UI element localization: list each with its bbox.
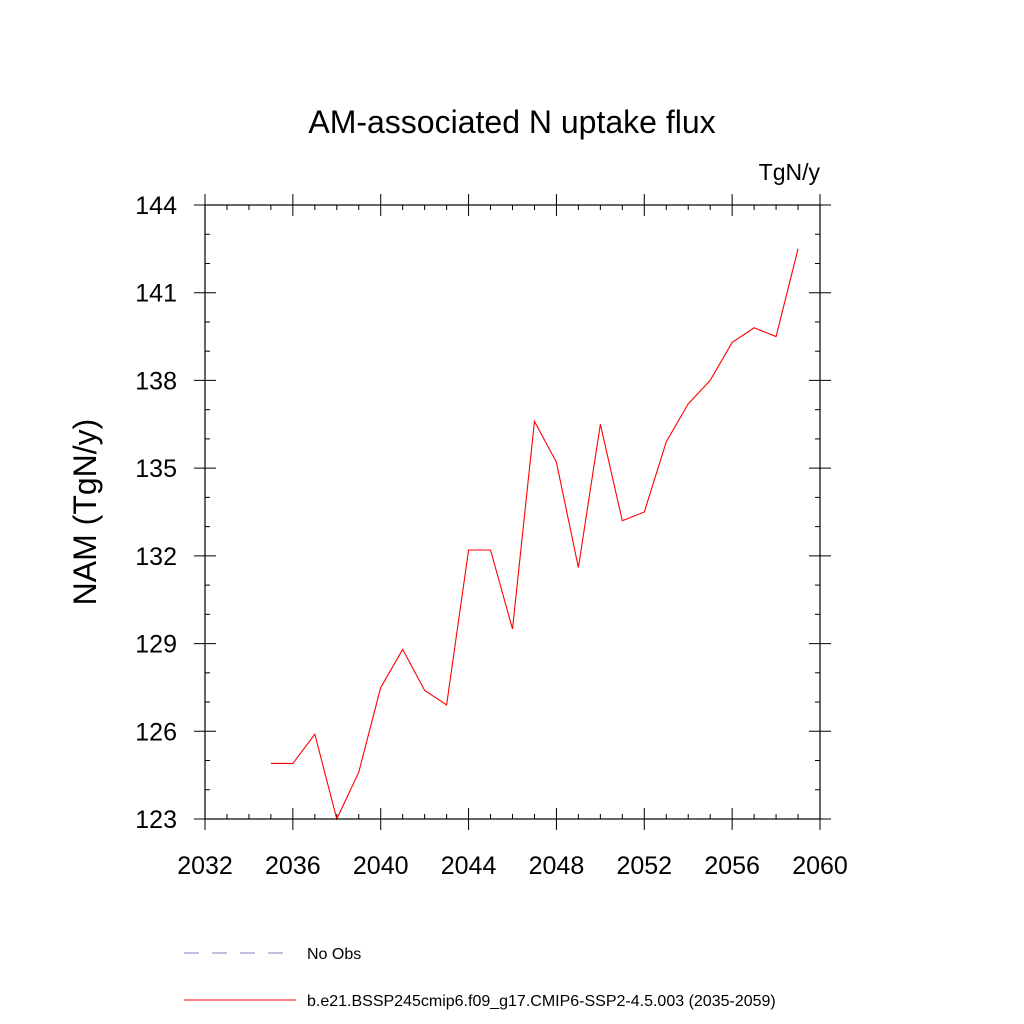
x-tick-label: 2052 bbox=[616, 852, 672, 880]
y-tick-label: 123 bbox=[135, 806, 177, 834]
tick-labels: 123 126 129 132 135 138 141 144 2032 2036 2040 2044… bbox=[135, 192, 848, 880]
plot-frame bbox=[204, 204, 821, 820]
x-tick-label: 2032 bbox=[177, 852, 233, 880]
y-tick-label: 144 bbox=[135, 192, 177, 220]
legend-label: b.e21.BSSP245cmip6.f09_g17.CMIP6-SSP2-4.… bbox=[307, 993, 776, 1010]
y-tick-label: 132 bbox=[135, 543, 177, 571]
x-tick-label: 2060 bbox=[792, 852, 848, 880]
y-tick-label: 135 bbox=[135, 455, 177, 483]
y-tick-label: 138 bbox=[135, 367, 177, 395]
axis-ticks bbox=[194, 194, 831, 830]
legend-label: No Obs bbox=[307, 946, 361, 963]
x-tick-label: 2044 bbox=[441, 852, 497, 880]
y-tick-label: 126 bbox=[135, 718, 177, 746]
series-line bbox=[270, 248, 799, 821]
plot-area bbox=[270, 248, 799, 821]
chart-title: AM-associated N uptake flux bbox=[308, 104, 715, 140]
y-axis-label: NAM (TgN/y) bbox=[67, 419, 103, 606]
x-tick-label: 2036 bbox=[265, 852, 321, 880]
y-tick-label: 141 bbox=[135, 280, 177, 308]
units-label: TgN/y bbox=[759, 159, 821, 185]
x-tick-label: 2040 bbox=[353, 852, 409, 880]
y-tick-label: 129 bbox=[135, 631, 177, 659]
x-tick-label: 2048 bbox=[529, 852, 585, 880]
x-tick-label: 2056 bbox=[704, 852, 760, 880]
legend: No Obs b.e21.BSSP245cmip6.f09_g17.CMIP6-S… bbox=[184, 946, 776, 1010]
